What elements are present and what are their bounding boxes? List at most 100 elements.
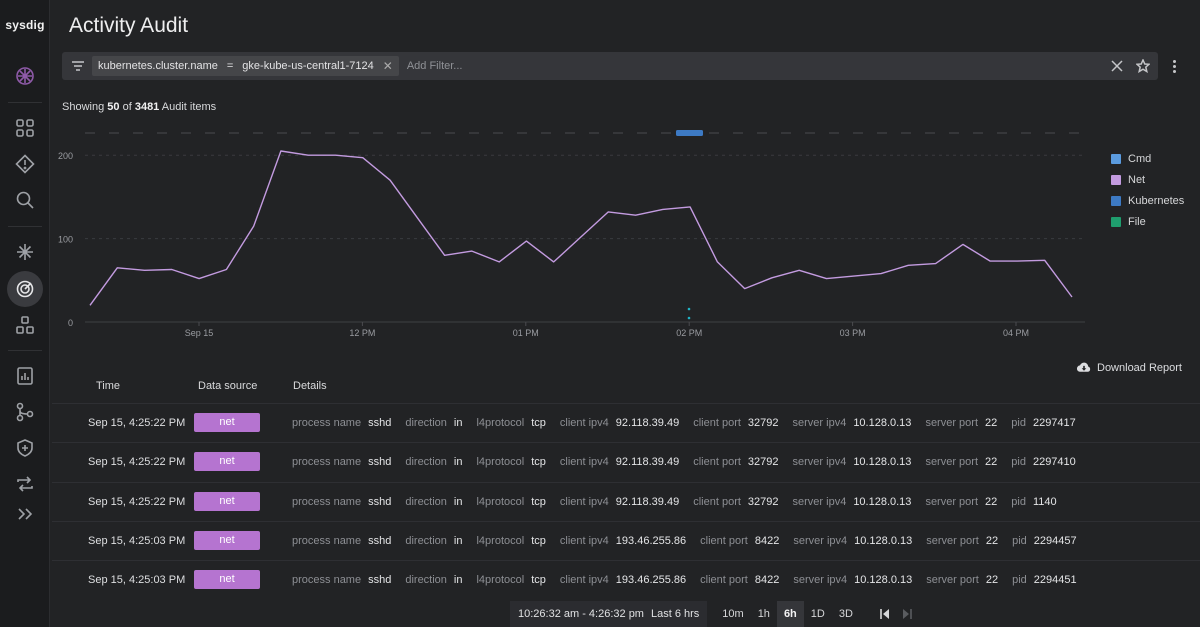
table-row[interactable]: Sep 15, 4:25:22 PM net process name sshd dir… — [52, 481, 1200, 521]
detail-value: sshd — [368, 417, 392, 429]
legend-item-cmd[interactable]: Cmd — [1111, 148, 1184, 169]
detail-key: pid — [1012, 574, 1027, 587]
detail-key: server port — [926, 534, 979, 547]
filter-icon[interactable] — [64, 52, 92, 80]
filter-chip[interactable]: kubernetes.cluster.name = gke-kube-us-ce… — [92, 56, 399, 76]
row-time: Sep 15, 4:25:03 PM — [88, 534, 186, 547]
detail-key: pid — [1011, 495, 1026, 508]
legend-label: Kubernetes — [1128, 194, 1185, 207]
detail-key: l4protocol — [476, 534, 525, 547]
activity-audit-icon[interactable] — [7, 271, 43, 307]
detail-value: in — [453, 417, 463, 429]
y-tick-label: 0 — [68, 318, 73, 328]
alert-icon[interactable] — [7, 146, 43, 182]
star-icon[interactable] — [1130, 53, 1156, 79]
detail-value: 193.46.255.86 — [615, 574, 687, 587]
jump-to-start-icon[interactable] — [874, 601, 896, 627]
detail-key: process name — [292, 574, 362, 587]
time-button-3d[interactable]: 3D — [838, 608, 853, 620]
legend-item-net[interactable]: Net — [1111, 169, 1184, 190]
time-button-1h[interactable]: 1h — [757, 608, 770, 620]
time-button-10m[interactable]: 10m — [722, 608, 744, 620]
detail-key: l4protocol — [476, 456, 525, 469]
workflow-icon[interactable] — [7, 394, 43, 430]
add-filter-input[interactable]: Add Filter... — [406, 60, 463, 72]
x-tick-label: 03 PM — [840, 328, 866, 338]
legend-item-file[interactable]: File — [1111, 211, 1184, 232]
topology-icon[interactable] — [7, 307, 43, 343]
brand-icon[interactable] — [7, 58, 43, 94]
data-source-badge: net — [194, 413, 260, 432]
shield-icon[interactable] — [7, 430, 43, 466]
detail-value: 10.128.0.13 — [853, 495, 912, 508]
table-row[interactable]: Sep 15, 4:25:22 PM net process name sshd dir… — [52, 442, 1200, 481]
time-button-1d[interactable]: 1D — [810, 608, 825, 620]
download-report-button[interactable]: Download Report — [1077, 362, 1182, 374]
page-title: Activity Audit — [69, 14, 189, 37]
detail-value: 22 — [985, 495, 998, 508]
table-row[interactable]: Sep 15, 4:25:03 PM net process name sshd dir… — [52, 520, 1200, 560]
detail-key: server port — [925, 495, 979, 508]
detail-key: process name — [292, 456, 362, 469]
legend-label: Net — [1128, 173, 1146, 186]
filter-bar: kubernetes.cluster.name = gke-kube-us-ce… — [62, 52, 1158, 80]
detail-value: 2294457 — [1033, 534, 1077, 547]
column-header-time[interactable]: Time — [96, 380, 121, 392]
detail-value: 2297410 — [1032, 456, 1076, 469]
detail-key: client ipv4 — [559, 495, 609, 508]
x-tick-label: 02 PM — [676, 328, 702, 338]
sidebar-divider — [8, 226, 42, 227]
y-tick-label: 200 — [58, 151, 73, 161]
time-range-value: 10:26:32 am - 4:26:32 pm — [518, 608, 644, 620]
activity-chart[interactable]: 200 100 0 Sep 15 12 PM 01 PM 02 PM 03 PM 04 PM — [55, 120, 1095, 345]
detail-value: 193.46.255.86 — [615, 534, 687, 547]
sysdig-logo: sysdig — [5, 18, 45, 32]
expand-icon[interactable] — [7, 496, 43, 532]
event-dot — [687, 316, 691, 320]
detail-value: sshd — [368, 456, 392, 469]
detail-value: 8422 — [754, 534, 780, 547]
detail-key: client ipv4 — [559, 574, 609, 587]
detail-value: 22 — [985, 456, 998, 469]
dashboards-icon[interactable] — [7, 110, 43, 146]
filter-chip-operator: = — [226, 60, 234, 72]
detail-key: l4protocol — [476, 417, 525, 429]
time-range-display[interactable]: 10:26:32 am - 4:26:32 pm Last 6 hrs — [510, 601, 708, 627]
data-source-badge: net — [194, 491, 260, 511]
time-button-6h[interactable]: 6h — [776, 601, 804, 627]
summary-total-count: 3481 — [134, 101, 160, 113]
column-header-data-source[interactable]: Data source — [198, 380, 258, 392]
legend-item-kubernetes[interactable]: Kubernetes — [1111, 190, 1184, 211]
detail-value: in — [453, 495, 463, 508]
detail-value: tcp — [531, 574, 546, 587]
filter-chip-value: gke-kube-us-central1-7124 — [242, 60, 374, 72]
x-tick-label: 04 PM — [1003, 328, 1029, 338]
table-row[interactable]: Sep 15, 4:25:22 PM net process name sshd dir… — [52, 403, 1200, 442]
data-source-badge: net — [194, 570, 260, 590]
detail-key: direction — [405, 495, 447, 508]
detail-key: direction — [405, 574, 447, 587]
table-row[interactable]: Sep 15, 4:25:03 PM net process name sshd dir… — [52, 560, 1200, 599]
search-icon[interactable] — [7, 182, 43, 218]
summary-suffix: Audit items — [161, 101, 217, 113]
legend-swatch — [1111, 195, 1121, 206]
detail-value: 22 — [985, 534, 999, 547]
detail-key: client ipv4 — [559, 534, 609, 547]
integrations-icon[interactable] — [7, 234, 43, 270]
reports-icon[interactable] — [7, 358, 43, 394]
detail-value: 10.128.0.13 — [854, 574, 913, 587]
download-report-label: Download Report — [1097, 362, 1182, 374]
row-time: Sep 15, 4:25:22 PM — [88, 417, 186, 429]
sync-icon[interactable] — [7, 466, 43, 502]
detail-value: tcp — [531, 534, 546, 547]
event-dot — [687, 307, 691, 311]
chip-close-icon[interactable]: ✕ — [382, 59, 393, 73]
clear-filter-icon[interactable] — [1104, 53, 1130, 79]
detail-key: process name — [292, 495, 362, 508]
row-time: Sep 15, 4:25:22 PM — [88, 495, 186, 508]
legend-swatch — [1111, 174, 1121, 185]
jump-to-end-icon[interactable] — [896, 601, 918, 627]
y-tick-label: 100 — [58, 235, 73, 245]
x-tick-label: 01 PM — [513, 328, 539, 338]
more-options-icon[interactable] — [1166, 56, 1182, 76]
